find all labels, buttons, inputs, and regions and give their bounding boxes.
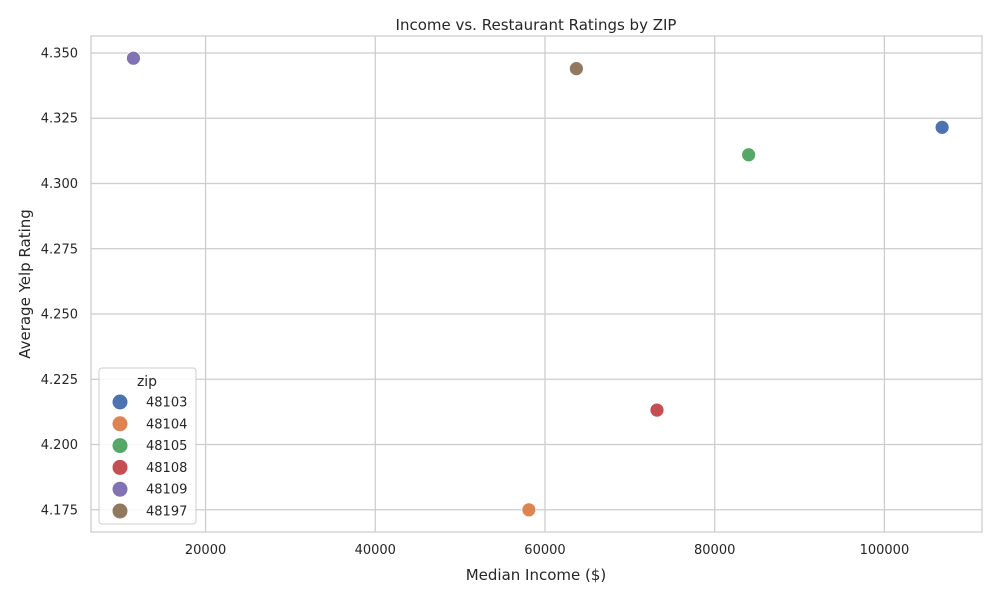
y-tick-label: 4.200 [41,438,78,453]
scatter-point-48197 [568,61,584,77]
y-tick-label: 4.350 [41,46,78,61]
y-axis-ticks: 4.175 4.200 4.225 4.250 4.275 4.300 4.325 4.350 [41,46,78,518]
scatter-point-48103 [934,119,950,135]
x-tick-label: 60000 [524,543,565,558]
legend-marker-48105 [112,438,128,454]
legend-marker-48109 [112,481,128,497]
plot-area [90,35,983,533]
points-layer [126,50,950,518]
y-tick-label: 4.225 [41,373,78,388]
chart-title: Income vs. Restaurant Ratings by ZIP [396,16,677,34]
scatter-point-48104 [521,502,537,518]
scatter-point-48109 [126,50,141,66]
x-tick-label: 20000 [185,543,226,558]
legend-marker-48104 [112,416,128,432]
x-tick-label: 40000 [355,543,396,558]
legend-label-48197: 48197 [146,505,187,520]
scatter-point-48108 [649,402,665,418]
y-tick-label: 4.175 [41,503,78,518]
legend-marker-48103 [112,394,128,410]
y-axis-label: Average Yelp Rating [16,209,34,359]
y-tick-label: 4.250 [41,308,78,323]
legend-label-48103: 48103 [146,396,187,411]
x-tick-label: 80000 [694,543,735,558]
y-tick-label: 4.325 [41,112,78,127]
legend-items: 48103 48104 48105 48108 48109 48197 [112,394,187,520]
legend-marker-48108 [112,459,128,475]
legend-label-48104: 48104 [146,417,187,432]
y-tick-label: 4.300 [41,177,78,192]
legend: zip 48103 48104 48105 48108 48109 48197 [98,367,197,525]
legend-label-48108: 48108 [146,461,187,476]
scatter-point-48105 [741,147,757,163]
legend-marker-48197 [112,503,128,519]
x-axis-label: Median Income ($) [466,566,607,584]
plot-frame [90,35,983,533]
grid-layer [91,36,982,532]
x-tick-label: 100000 [860,543,910,558]
legend-label-48109: 48109 [146,483,187,498]
y-tick-label: 4.275 [41,242,78,257]
legend-label-48105: 48105 [146,439,187,454]
x-axis-ticks: 20000 40000 60000 80000 100000 [185,543,909,558]
legend-title: zip [137,374,157,390]
